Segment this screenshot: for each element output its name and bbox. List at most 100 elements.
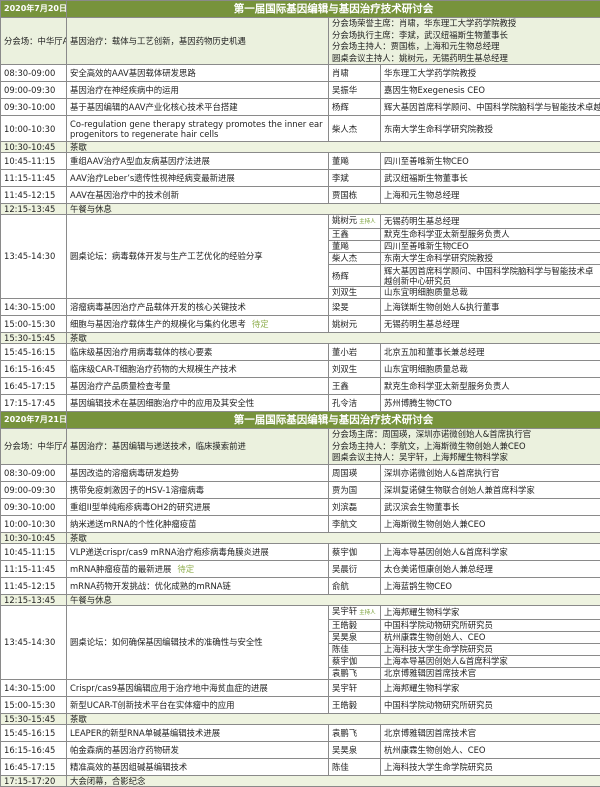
talk-title: 重组AAV治疗A型血友病基因疗法进展 bbox=[70, 156, 210, 166]
panelist-org: 默克生命科学亚太新型服务负责人 bbox=[381, 229, 600, 241]
speaker-org: 苏州博腾生物CTO bbox=[381, 395, 600, 412]
time-slot: 11:45-12:15 bbox=[1, 577, 67, 594]
panelist-name: 姚树元主持人 bbox=[329, 215, 381, 229]
time-slot: 15:30-15:45 bbox=[1, 333, 67, 344]
day-header: 2020年7月21日第一届国际基因编辑与基因治疗技术研讨会 bbox=[1, 412, 600, 429]
talk-title: 临床级CAR-T细胞治疗药物的大规模生产技术 bbox=[70, 364, 237, 374]
panel-topic: 圆桌论坛：病毒载体开发与生产工艺优化的经验分享 bbox=[67, 215, 329, 299]
speaker-name: 袁鹏飞 bbox=[329, 724, 381, 741]
speaker-name: 贾国栋 bbox=[329, 187, 381, 204]
panelist-name-text: 王皓毅 bbox=[332, 620, 357, 630]
panelist-org: 上海邦耀生物科学家 bbox=[381, 605, 600, 619]
talk-topic: 帕金森病的基因治疗药物研发 bbox=[67, 741, 329, 758]
speaker-org: 太仓美诺恒康创始人兼总经理 bbox=[381, 560, 600, 577]
talk-title: Co-regulation gene therapy strategy prom… bbox=[70, 119, 323, 139]
speaker-org: 上海邦耀生物科学家 bbox=[381, 679, 600, 696]
chair-line: 分会场执行主席：李斌，武汉纽福斯生物董事长 bbox=[332, 30, 597, 42]
time-slot: 13:45-14:30 bbox=[1, 605, 67, 679]
speaker-name: 李斌 bbox=[329, 170, 381, 187]
time-slot: 12:15-13:45 bbox=[1, 594, 67, 605]
talk-title: 重组II型单纯疱疹病毒OH2的研究进展 bbox=[70, 502, 210, 512]
panelist-name-text: 吴宇轩 bbox=[332, 606, 357, 616]
time-slot: 10:00-10:30 bbox=[1, 116, 67, 142]
speaker-org: 北京五加和董事长兼总经理 bbox=[381, 344, 600, 361]
talk-title: 携带免疫刺激因子的HSV-1溶瘤病毒 bbox=[70, 485, 204, 495]
speaker-name: 吴振华 bbox=[329, 82, 381, 99]
panelist-org: 杭州康霖生物创始人、CEO bbox=[381, 631, 600, 643]
speaker-org: 山东宜明细胞质量总裁 bbox=[381, 361, 600, 378]
time-slot: 11:15-11:45 bbox=[1, 560, 67, 577]
speaker-org: 华东理工大学药学院教授 bbox=[381, 65, 600, 82]
talk-topic: 基于基因编辑的AAV产业化核心技术平台搭建 bbox=[67, 99, 329, 116]
panelist-org: 上海本导基因创始人&首席科学家 bbox=[381, 655, 600, 667]
panelist-name-text: 柴人杰 bbox=[332, 253, 357, 263]
time-slot: 13:45-14:30 bbox=[1, 215, 67, 299]
talk-title: VLP递送crispr/cas9 mRNA治疗疱疹病毒角膜炎进展 bbox=[70, 547, 269, 557]
time-slot: 10:30-10:45 bbox=[1, 532, 67, 543]
panelist-name: 刘双生 bbox=[329, 287, 381, 299]
break-label: 茶歇 bbox=[67, 713, 600, 724]
panelist-org: 上海科技大学生命学院研究员 bbox=[381, 643, 600, 655]
panelist-name: 杨辉 bbox=[329, 265, 381, 287]
time-slot: 14:30-15:00 bbox=[1, 299, 67, 316]
talk-topic: LEAPER的新型RNA单碱基编辑技术进展 bbox=[67, 724, 329, 741]
conference-title: 第一届国际基因编辑与基因治疗技术研讨会 bbox=[67, 412, 600, 429]
time-slot: 10:45-11:15 bbox=[1, 543, 67, 560]
time-slot: 17:15-17:20 bbox=[1, 775, 67, 786]
time-slot: 08:30-09:00 bbox=[1, 65, 67, 82]
talk-title: AAV治疗Leber’s遗传性视神经病变最新进展 bbox=[70, 173, 235, 183]
speaker-org: 上海蓝鹊生物CEO bbox=[381, 577, 600, 594]
time-slot: 11:45-12:15 bbox=[1, 187, 67, 204]
time-slot: 15:30-15:45 bbox=[1, 713, 67, 724]
talk-topic: 基因改造的溶瘤病毒研发趋势 bbox=[67, 464, 329, 481]
panelist-name-text: 董飚 bbox=[332, 241, 349, 251]
speaker-name: 杨辉 bbox=[329, 99, 381, 116]
panelist-name: 陈佳 bbox=[329, 643, 381, 655]
chair-line: 分会场荣誉主席：肖啸，华东理工大学药学院教授 bbox=[332, 18, 597, 30]
panelist-name: 王鑫 bbox=[329, 229, 381, 241]
talk-title: 基因治疗产品质量检查考量 bbox=[70, 381, 171, 391]
speaker-org: 上海斯微生物创始人兼CEO bbox=[381, 515, 600, 532]
panelist-org: 北京博雅辑因首席技术官 bbox=[381, 667, 600, 679]
talk-topic: Co-regulation gene therapy strategy prom… bbox=[67, 116, 329, 142]
talk-topic: AAV治疗Leber’s遗传性视神经病变最新进展 bbox=[67, 170, 329, 187]
time-slot: 09:30-10:00 bbox=[1, 99, 67, 116]
break-label: 大会闭幕，合影纪念 bbox=[67, 775, 600, 786]
speaker-org: 嘉因生物Exegenesis CEO bbox=[381, 82, 600, 99]
talk-title: 临床级基因治疗用病毒载体的核心要素 bbox=[70, 347, 212, 357]
time-slot: 10:45-11:15 bbox=[1, 153, 67, 170]
time-slot: 16:15-16:45 bbox=[1, 361, 67, 378]
panelist-name: 吴昊泉 bbox=[329, 631, 381, 643]
speaker-name: 董飚 bbox=[329, 153, 381, 170]
talk-topic: 临床级CAR-T细胞治疗药物的大规模生产技术 bbox=[67, 361, 329, 378]
speaker-org: 中国科学院动物研究所研究员 bbox=[381, 696, 600, 713]
break-label: 午餐与休息 bbox=[67, 204, 600, 215]
session-chairs: 分会场主席：周国瑛，深圳亦诺微创始人&首席执行官分会场主持人：李航文，上海斯微生… bbox=[329, 429, 600, 465]
panelist-name-text: 陈佳 bbox=[332, 644, 349, 654]
talk-title: 基因改造的溶瘤病毒研发趋势 bbox=[70, 468, 179, 478]
speaker-org: 武汉纽福斯生物董事长 bbox=[381, 170, 600, 187]
talk-topic: 重组AAV治疗A型血友病基因疗法进展 bbox=[67, 153, 329, 170]
speaker-name: 刘双生 bbox=[329, 361, 381, 378]
panelist-org: 山东宜明细胞质量总裁 bbox=[381, 287, 600, 299]
panelist-org: 中国科学院动物研究所研究员 bbox=[381, 619, 600, 631]
talk-title: 精准高效的基因组碱基编辑技术 bbox=[70, 762, 187, 772]
